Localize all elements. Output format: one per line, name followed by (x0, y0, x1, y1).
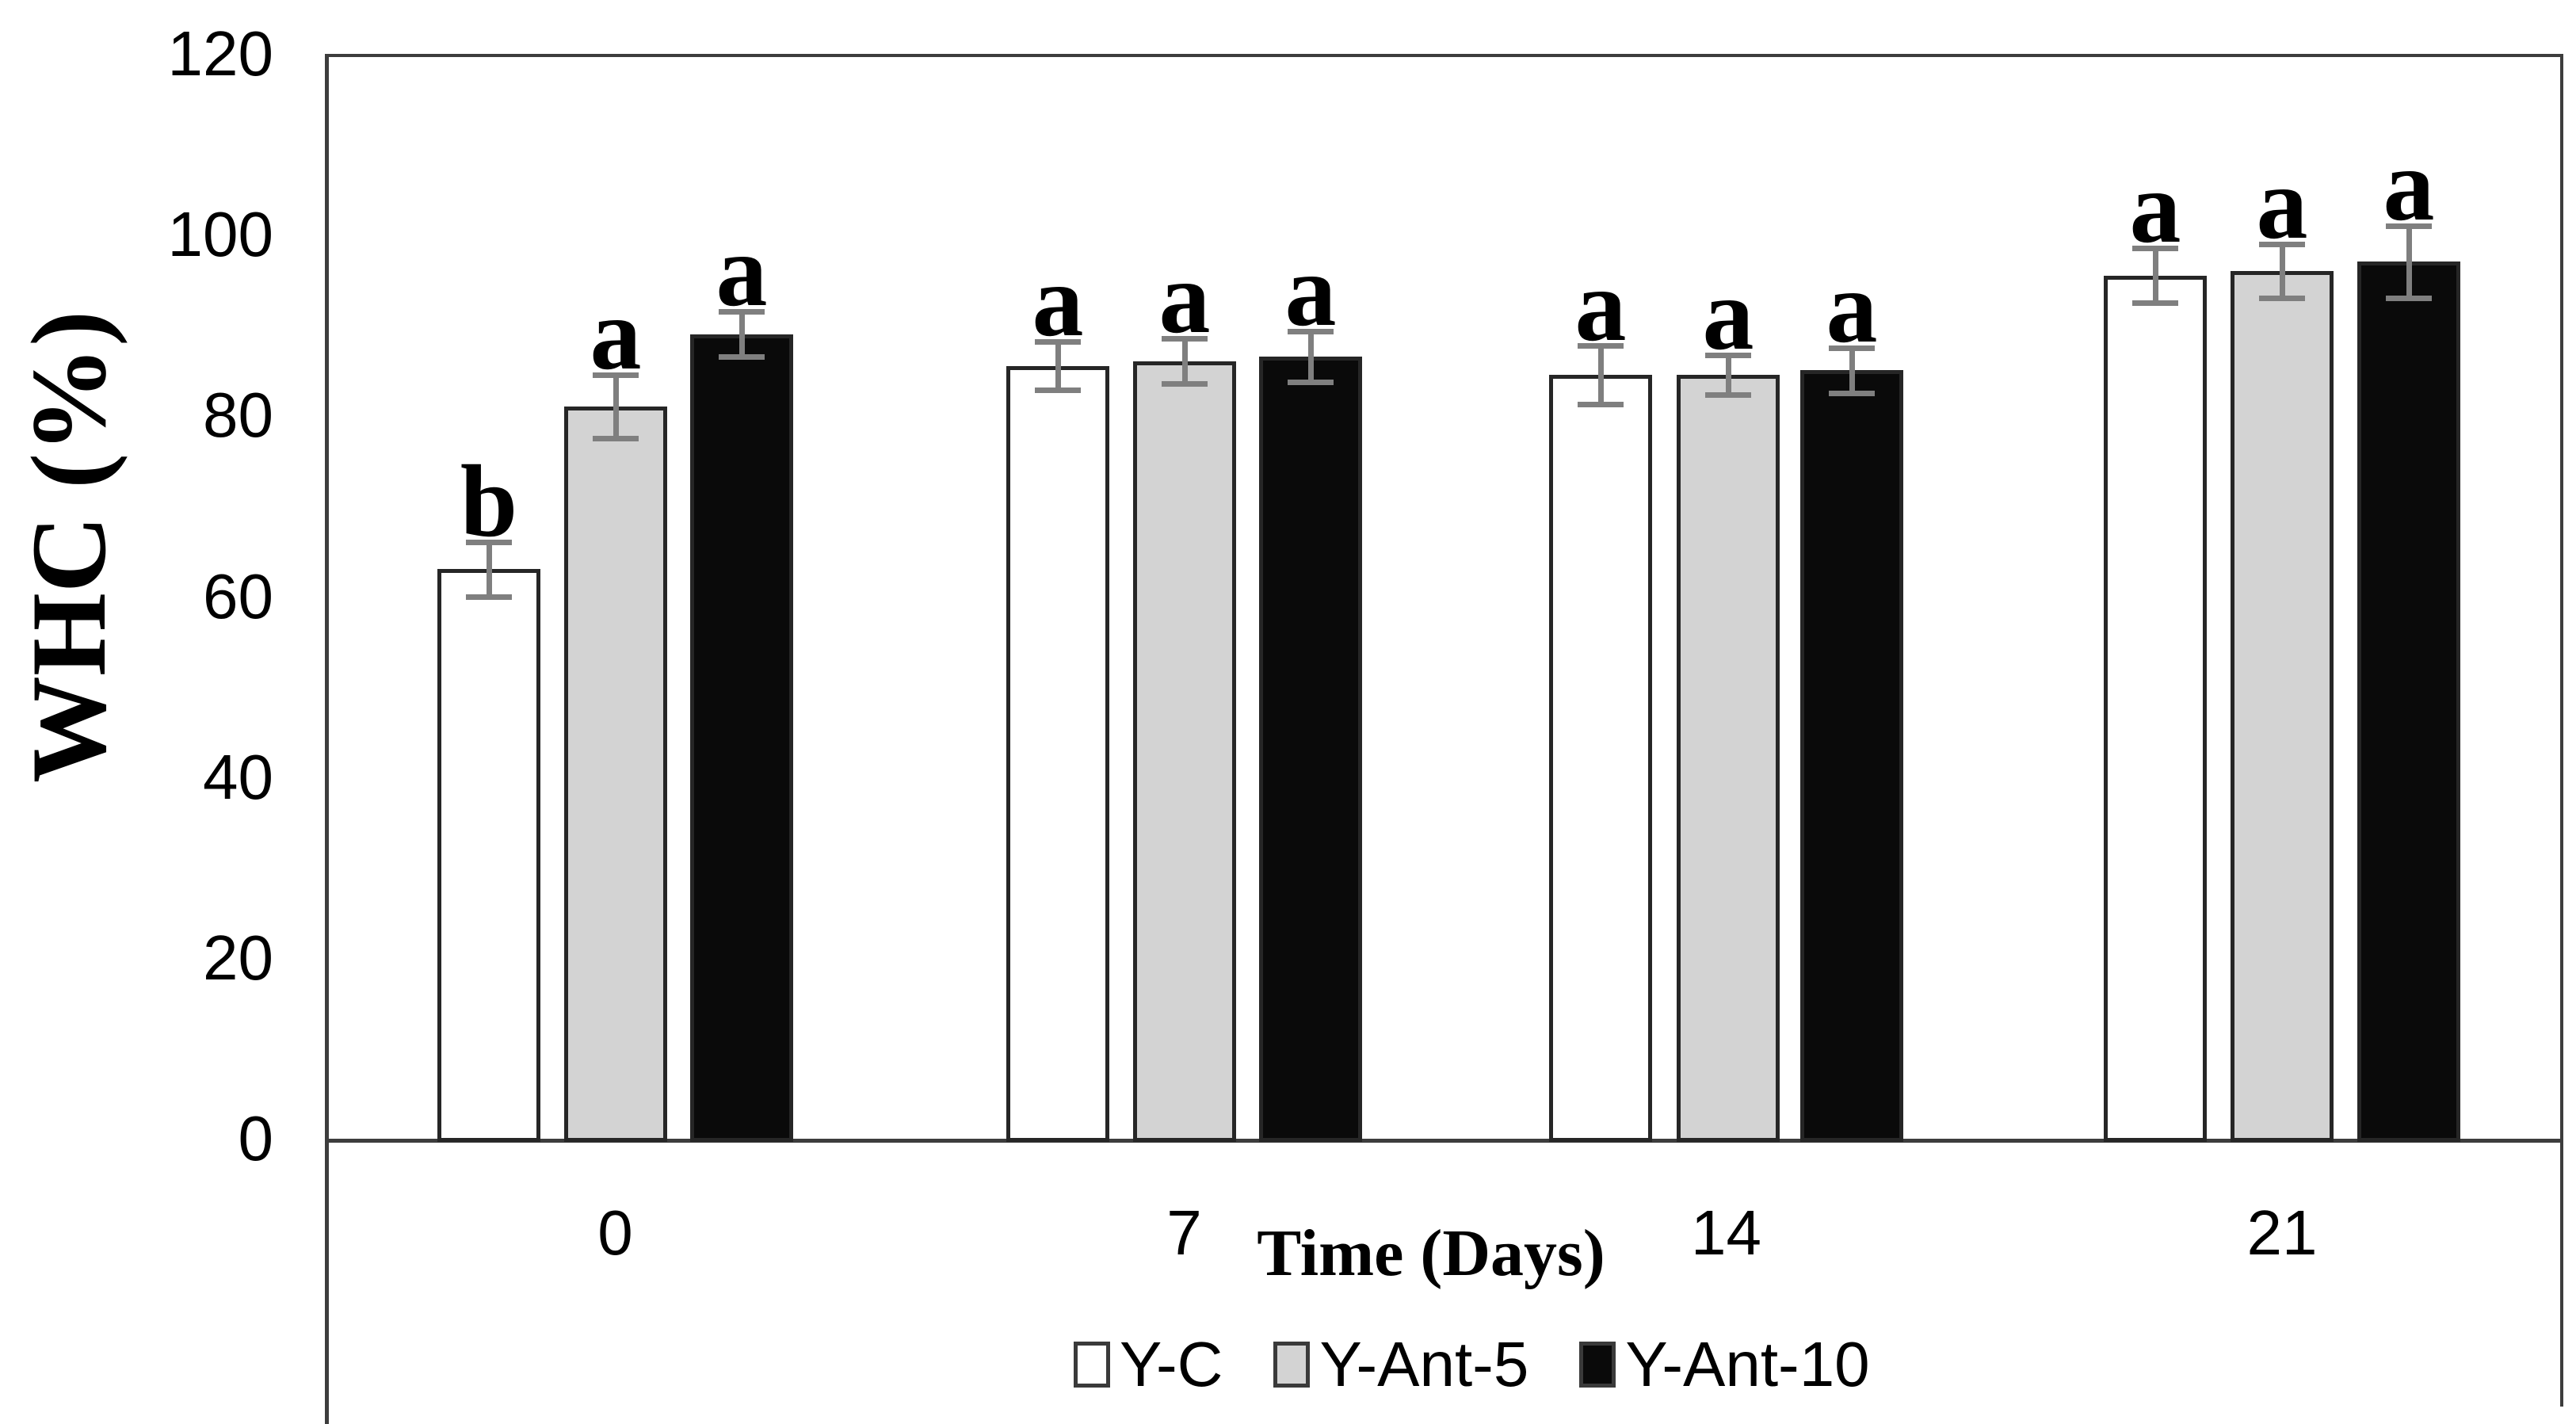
x-tick-label-0: 0 (597, 1197, 633, 1268)
significance-letter-Y-Ant-5-day21: a (2256, 146, 2308, 261)
significance-letter-Y-Ant-5-day14: a (1702, 257, 1754, 372)
y-tick-label-40: 40 (203, 741, 273, 812)
error-bar-cap-bottom-Y-Ant-10-day0 (719, 354, 765, 361)
bar-Y-C-day0 (437, 569, 540, 1142)
error-bar-whisker-Y-C-day7 (1055, 341, 1061, 391)
bar-Y-Ant-10-day7 (1259, 357, 1362, 1142)
legend-label-Y-Ant-5: Y-Ant-5 (1319, 1329, 1529, 1399)
error-bar-whisker-Y-Ant-5-day21 (2279, 243, 2285, 298)
significance-letter-Y-Ant-10-day14: a (1826, 250, 1878, 365)
bar-Y-Ant-5-day14 (1677, 374, 1780, 1142)
error-bar-whisker-Y-Ant-5-day0 (613, 374, 619, 438)
legend-item-Y-Ant-10: Y-Ant-10 (1579, 1329, 1870, 1399)
bar-Y-Ant-5-day0 (564, 406, 667, 1142)
plot-frame-right (2560, 54, 2563, 1407)
y-axis-line (325, 54, 329, 1424)
legend-item-Y-Ant-5: Y-Ant-5 (1273, 1333, 1528, 1396)
error-bar-cap-bottom-Y-Ant-10-day14 (1829, 390, 1875, 396)
bar-Y-Ant-10-day14 (1800, 370, 1903, 1142)
significance-letter-Y-C-day7: a (1032, 243, 1084, 358)
x-tick-label-7: 7 (1166, 1197, 1202, 1268)
error-bar-cap-top-Y-Ant-5-day7 (1162, 336, 1208, 342)
legend-swatch-Y-C (1074, 1342, 1110, 1388)
error-bar-cap-bottom-Y-Ant-5-day21 (2259, 296, 2305, 302)
bar-Y-C-day14 (1549, 374, 1652, 1142)
y-tick-label-0: 0 (238, 1103, 274, 1174)
error-bar-whisker-Y-Ant-10-day7 (1307, 331, 1314, 383)
x-tick-label-21: 21 (2246, 1197, 2318, 1268)
significance-letter-Y-Ant-10-day0: a (716, 214, 768, 329)
legend-label-Y-Ant-10: Y-Ant-10 (1625, 1329, 1870, 1399)
plot-frame-top (325, 54, 2563, 57)
y-tick-label-120: 120 (167, 18, 273, 89)
bar-Y-C-day7 (1006, 365, 1109, 1142)
error-bar-cap-top-Y-Ant-10-day0 (719, 309, 765, 315)
y-tick-label-80: 80 (203, 380, 273, 451)
significance-letter-Y-Ant-10-day7: a (1284, 234, 1337, 349)
error-bar-whisker-Y-Ant-10-day0 (738, 311, 745, 357)
error-bar-cap-top-Y-Ant-10-day14 (1829, 345, 1875, 351)
error-bar-whisker-Y-Ant-10-day21 (2406, 225, 2412, 299)
error-bar-cap-top-Y-Ant-5-day14 (1705, 352, 1751, 358)
significance-letter-Y-Ant-5-day7: a (1158, 241, 1211, 356)
error-bar-cap-top-Y-Ant-5-day21 (2259, 241, 2305, 247)
error-bar-cap-top-Y-C-day0 (466, 540, 512, 546)
significance-letter-Y-C-day0: b (460, 445, 518, 559)
error-bar-cap-top-Y-Ant-10-day7 (1288, 329, 1334, 335)
error-bar-cap-bottom-Y-Ant-5-day7 (1162, 381, 1208, 387)
error-bar-whisker-Y-C-day21 (2152, 248, 2158, 303)
y-tick-label-20: 20 (203, 922, 273, 993)
legend-swatch-Y-Ant-5 (1273, 1342, 1311, 1388)
error-bar-cap-bottom-Y-Ant-10-day21 (2386, 296, 2432, 302)
error-bar-cap-bottom-Y-Ant-10-day7 (1288, 380, 1334, 386)
error-bar-cap-top-Y-C-day14 (1578, 343, 1624, 349)
significance-letter-Y-C-day14: a (1574, 248, 1627, 363)
error-bar-cap-top-Y-Ant-10-day21 (2386, 223, 2432, 229)
bar-Y-C-day21 (2104, 275, 2207, 1142)
x-tick-label-14: 14 (1691, 1197, 1761, 1268)
significance-letter-Y-C-day21: a (2129, 151, 2181, 265)
legend-label-Y-C: Y-C (1120, 1329, 1223, 1399)
bar-Y-Ant-5-day7 (1133, 361, 1236, 1142)
error-bar-cap-top-Y-C-day21 (2132, 246, 2178, 252)
x-axis-title: Time (Days) (1257, 1216, 1605, 1290)
error-bar-cap-bottom-Y-C-day7 (1035, 387, 1081, 394)
legend-item-Y-C: Y-C (1074, 1333, 1223, 1396)
x-axis-line (325, 1139, 2563, 1143)
legend-swatch-Y-Ant-10 (1579, 1342, 1616, 1388)
bar-Y-Ant-10-day0 (690, 334, 793, 1142)
error-bar-whisker-Y-C-day0 (486, 542, 492, 597)
y-tick-label-60: 60 (203, 560, 273, 632)
significance-letter-Y-Ant-10-day21: a (2383, 128, 2435, 242)
significance-letter-Y-Ant-5-day0: a (590, 277, 642, 391)
error-bar-cap-bottom-Y-C-day21 (2132, 300, 2178, 306)
error-bar-cap-top-Y-C-day7 (1035, 338, 1081, 345)
legend: Y-C Y-Ant-5 Y-Ant-10 (1074, 1331, 1870, 1398)
error-bar-cap-top-Y-Ant-5-day0 (593, 372, 639, 378)
error-bar-cap-bottom-Y-C-day14 (1578, 401, 1624, 407)
error-bar-whisker-Y-Ant-5-day14 (1725, 354, 1731, 395)
y-tick-label-100: 100 (167, 199, 273, 270)
error-bar-whisker-Y-Ant-10-day14 (1849, 347, 1855, 393)
error-bar-cap-bottom-Y-C-day0 (466, 594, 512, 600)
error-bar-cap-bottom-Y-Ant-5-day14 (1705, 392, 1751, 399)
bar-Y-Ant-10-day21 (2357, 262, 2460, 1142)
bar-Y-Ant-5-day21 (2231, 270, 2334, 1142)
error-bar-whisker-Y-C-day14 (1597, 346, 1604, 404)
error-bar-whisker-Y-Ant-5-day7 (1181, 338, 1188, 384)
error-bar-cap-bottom-Y-Ant-5-day0 (593, 435, 639, 441)
